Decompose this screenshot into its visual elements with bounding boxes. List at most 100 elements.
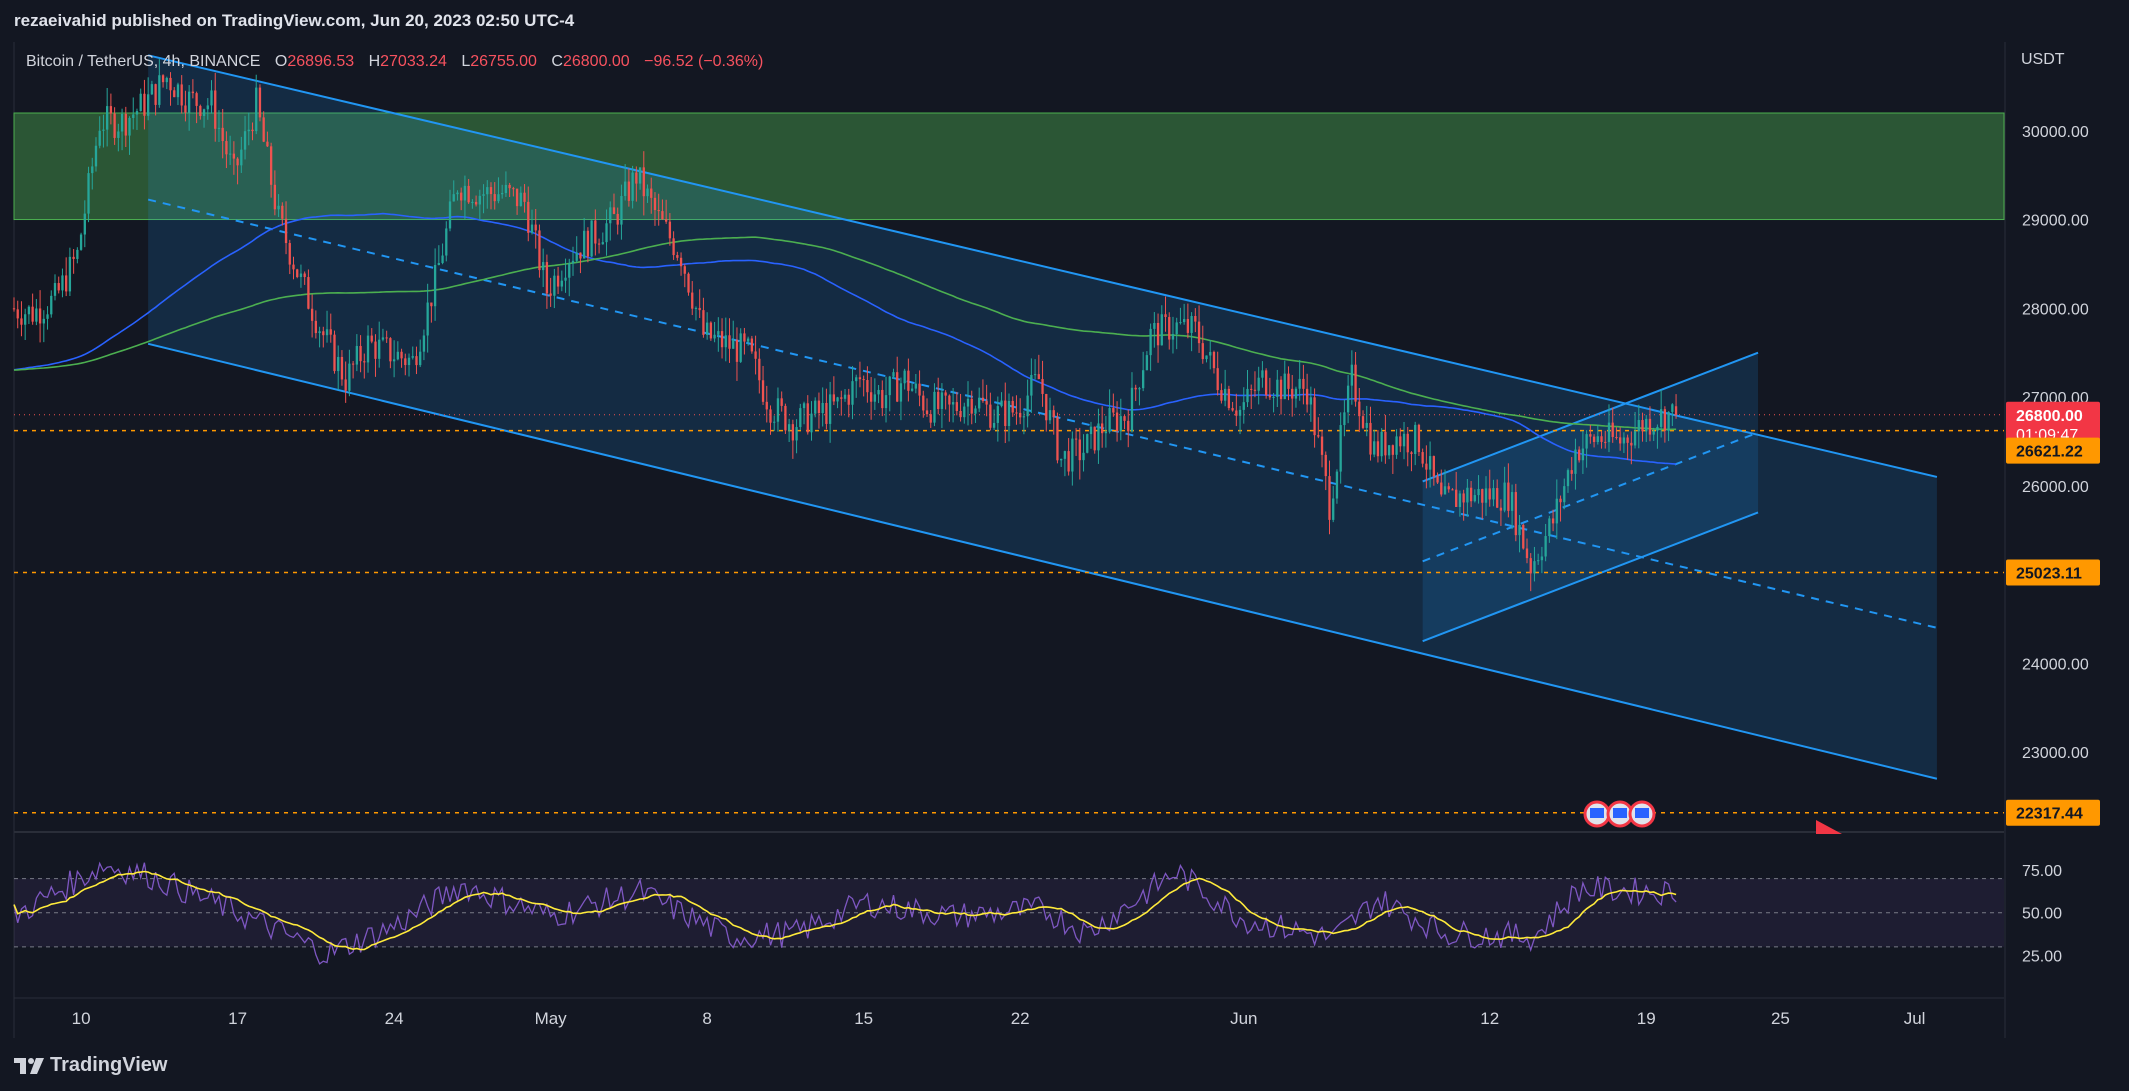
candle[interactable] [132,97,135,130]
candle[interactable] [1346,375,1350,424]
candle[interactable] [1112,393,1115,417]
candle[interactable] [1257,366,1260,405]
candle[interactable] [1447,482,1450,493]
candle[interactable] [1510,484,1514,530]
rising-channel-lower-line[interactable] [1422,511,1759,643]
candle[interactable] [892,368,895,380]
candle[interactable] [1652,427,1655,441]
candle[interactable] [1048,397,1052,424]
candle[interactable] [430,302,433,323]
candle[interactable] [989,392,992,431]
candle[interactable] [955,391,958,416]
candle[interactable] [292,256,295,280]
candle[interactable] [787,418,791,443]
candle[interactable] [858,361,862,388]
candle[interactable] [657,193,660,226]
candle[interactable] [668,213,672,246]
candle[interactable] [158,58,161,108]
candle[interactable] [1119,398,1122,441]
candle[interactable] [1373,429,1376,458]
candle[interactable] [784,403,787,434]
candle[interactable] [937,377,940,415]
candle[interactable] [605,209,608,256]
candle[interactable] [1619,427,1622,451]
candle[interactable] [583,217,586,259]
candle[interactable] [161,74,165,88]
candle[interactable] [1633,411,1637,449]
candle[interactable] [556,266,560,294]
candle[interactable] [1384,414,1387,464]
candle[interactable] [1033,359,1037,380]
candle[interactable] [1332,486,1335,523]
candle[interactable] [739,328,742,363]
candle[interactable] [1630,431,1633,465]
candle[interactable] [1440,469,1443,497]
candle[interactable] [1313,388,1316,448]
candle[interactable] [437,245,440,266]
candle[interactable] [594,209,597,256]
candle[interactable] [247,112,250,146]
candle[interactable] [366,325,370,373]
candle[interactable] [1537,553,1540,565]
candle[interactable] [974,405,977,423]
candle[interactable] [642,151,645,216]
candle[interactable] [1529,553,1532,592]
candle[interactable] [269,142,273,198]
candle[interactable] [776,387,780,432]
candle[interactable] [508,182,511,198]
candle[interactable] [720,318,724,359]
candle[interactable] [609,201,612,241]
candle[interactable] [832,376,836,406]
candle[interactable] [1089,421,1093,449]
candle[interactable] [705,312,709,340]
candle[interactable] [1592,434,1596,448]
candle[interactable] [340,350,344,386]
candle[interactable] [1671,403,1674,427]
candle[interactable] [1190,312,1193,352]
candle[interactable] [1488,469,1491,507]
candle[interactable] [195,91,198,124]
candle[interactable] [72,249,75,274]
candle[interactable] [236,157,239,185]
candle[interactable] [262,111,265,143]
candle[interactable] [1540,546,1544,574]
candle[interactable] [489,182,493,210]
candle[interactable] [1320,429,1324,468]
level-2-tag[interactable]: 25023.11 [2006,559,2100,586]
candle[interactable] [1149,323,1152,371]
candle[interactable] [1395,429,1398,459]
candle[interactable] [46,306,49,330]
candle[interactable] [1104,415,1108,448]
candle[interactable] [1648,406,1652,442]
candle[interactable] [1030,358,1033,413]
candle[interactable] [1182,303,1186,325]
candle[interactable] [810,401,813,441]
candle[interactable] [433,248,437,321]
candle[interactable] [501,184,504,199]
candle[interactable] [1205,355,1208,363]
candle[interactable] [456,190,459,201]
candle[interactable] [53,274,57,301]
candle[interactable] [1045,393,1048,432]
candle[interactable] [87,166,90,223]
candle[interactable] [1253,371,1257,398]
candle[interactable] [750,335,754,354]
candle[interactable] [31,293,34,325]
candle[interactable] [571,246,575,276]
candle[interactable] [1443,469,1447,495]
candle[interactable] [1615,427,1618,440]
candle[interactable] [627,168,631,207]
level-3-tag[interactable]: 22317.44 [2006,799,2100,826]
candle[interactable] [951,387,955,423]
candle[interactable] [117,123,120,152]
candle[interactable] [1339,412,1342,484]
candle[interactable] [586,227,590,263]
level-1-tag[interactable]: 26621.22 [2006,437,2100,464]
candle[interactable] [460,187,463,211]
candle[interactable] [515,188,519,215]
candle[interactable] [560,270,563,292]
candle[interactable] [694,306,698,321]
candle[interactable] [299,264,303,288]
candle[interactable] [664,199,668,224]
descending-channel-lower-line[interactable] [147,342,1938,780]
